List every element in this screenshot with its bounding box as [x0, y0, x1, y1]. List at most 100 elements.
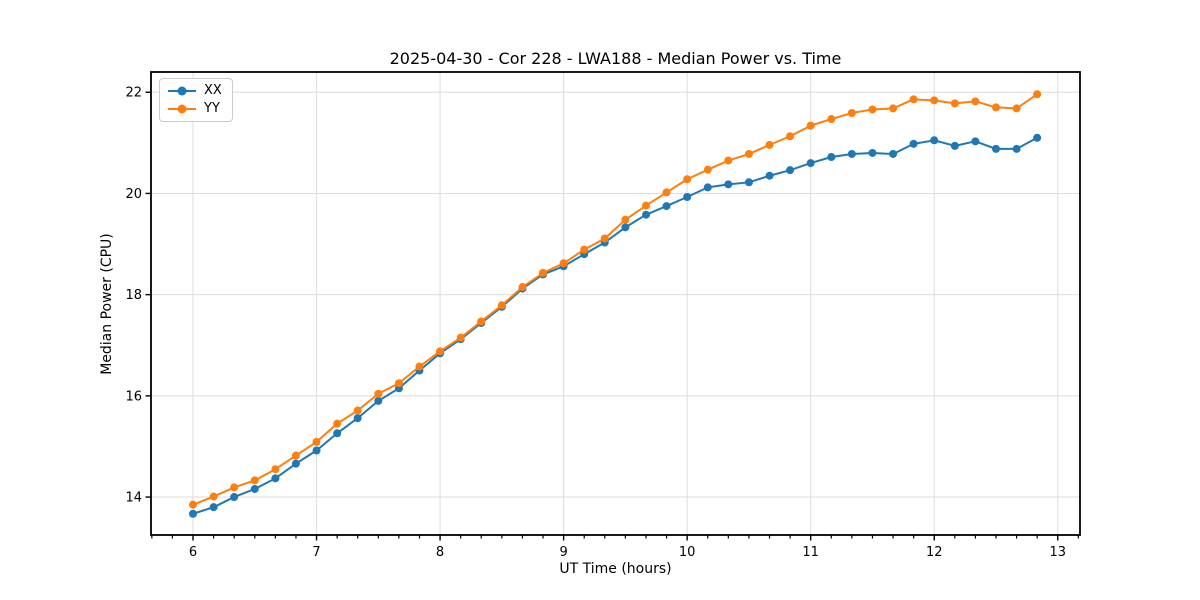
data-point-xx [250, 484, 259, 493]
data-point-yy [991, 103, 1000, 112]
data-point-yy [1012, 104, 1021, 113]
legend-label-yy: YY [204, 101, 220, 116]
data-point-yy [353, 406, 362, 415]
data-point-xx [312, 446, 321, 455]
data-point-yy [477, 317, 486, 326]
data-point-yy [312, 437, 321, 446]
data-point-yy [580, 245, 589, 254]
y-tick-label: 20 [125, 187, 142, 202]
data-point-xx [189, 509, 198, 518]
data-point-yy [538, 268, 547, 277]
data-point-yy [847, 108, 856, 117]
data-point-xx [991, 144, 1000, 153]
data-point-xx [889, 149, 898, 158]
data-point-xx [827, 153, 836, 162]
legend-item-yy: YY [167, 102, 222, 116]
legend-marker-yy [168, 104, 196, 114]
data-point-xx [1033, 133, 1042, 142]
y-axis-label: Median Power (CPU) [99, 233, 115, 375]
data-point-yy [1033, 90, 1042, 99]
data-point-yy [209, 492, 218, 501]
data-point-yy [291, 451, 300, 460]
chart-title: 2025-04-30 - Cor 228 - LWA188 - Median P… [389, 49, 842, 68]
legend-item-xx: XX [167, 84, 222, 98]
data-point-yy [271, 465, 280, 474]
data-point-yy [621, 215, 630, 224]
data-point-xx [353, 414, 362, 423]
data-point-xx [1012, 144, 1021, 153]
data-point-yy [456, 333, 465, 342]
data-point-yy [250, 476, 259, 485]
data-point-yy [765, 140, 774, 149]
data-point-yy [333, 419, 342, 428]
data-point-yy [909, 95, 918, 104]
data-point-xx [683, 192, 692, 201]
data-point-yy [394, 379, 403, 388]
data-point-xx [291, 459, 300, 468]
legend-label-xx: XX [204, 83, 222, 98]
data-point-yy [683, 175, 692, 184]
data-point-yy [374, 389, 383, 398]
y-tick-label: 16 [125, 389, 142, 404]
data-point-xx [971, 137, 980, 146]
x-tick-label: 9 [559, 545, 567, 560]
data-point-yy [559, 259, 568, 268]
x-tick-label: 7 [312, 545, 320, 560]
y-tick-label: 14 [125, 491, 142, 506]
data-point-yy [415, 362, 424, 371]
data-point-yy [806, 121, 815, 130]
data-point-yy [889, 104, 898, 113]
data-point-xx [703, 183, 712, 192]
data-point-xx [868, 148, 877, 157]
data-point-xx [744, 178, 753, 187]
legend-marker-xx [168, 86, 196, 96]
data-point-yy [436, 347, 445, 356]
data-point-xx [950, 141, 959, 150]
series-line-xx [192, 136, 1038, 515]
data-point-xx [930, 136, 939, 145]
y-tick-label: 18 [125, 288, 142, 303]
data-point-yy [189, 500, 198, 509]
legend-dot-icon [177, 104, 187, 114]
x-tick-label: 8 [436, 545, 444, 560]
data-point-xx [847, 149, 856, 158]
data-point-yy [497, 301, 506, 310]
x-axis-label: UT Time (hours) [559, 561, 672, 577]
x-tick-label: 11 [802, 545, 819, 560]
data-point-xx [271, 474, 280, 483]
data-point-yy [600, 234, 609, 243]
data-point-yy [724, 156, 733, 165]
legend-dot-icon [177, 86, 187, 96]
y-tick-label: 22 [125, 86, 142, 101]
data-point-xx [209, 503, 218, 512]
data-point-yy [786, 132, 795, 141]
data-point-xx [333, 429, 342, 438]
x-tick-label: 12 [926, 545, 943, 560]
x-tick-label: 6 [189, 545, 197, 560]
data-point-yy [930, 96, 939, 105]
data-point-yy [827, 115, 836, 124]
x-tick-label: 13 [1049, 545, 1066, 560]
data-point-yy [518, 283, 527, 292]
x-tick-label: 10 [679, 545, 696, 560]
data-point-xx [806, 159, 815, 168]
data-point-yy [703, 165, 712, 174]
data-point-xx [230, 493, 239, 502]
data-point-xx [786, 166, 795, 175]
data-point-xx [765, 171, 774, 180]
legend: XX YY [159, 78, 233, 122]
data-point-xx [621, 223, 630, 232]
axes-spines [150, 71, 1081, 536]
data-point-xx [724, 180, 733, 189]
data-point-xx [642, 210, 651, 219]
data-point-yy [662, 188, 671, 197]
data-point-yy [971, 97, 980, 106]
data-point-yy [642, 201, 651, 210]
data-point-xx [374, 396, 383, 405]
data-point-xx [909, 139, 918, 148]
data-point-yy [744, 149, 753, 158]
data-point-yy [868, 105, 877, 114]
data-point-yy [230, 483, 239, 492]
